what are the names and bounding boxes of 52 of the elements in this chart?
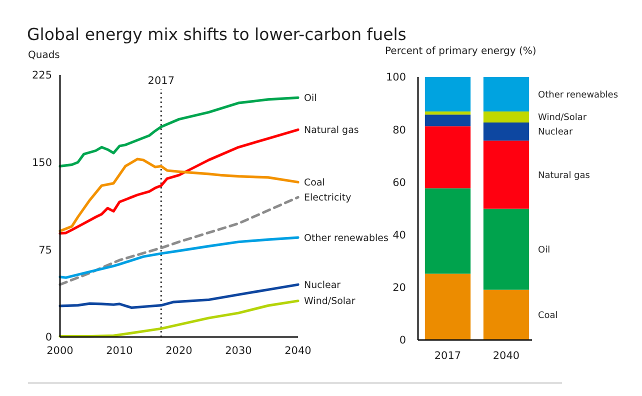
y-tick-label: 20 [392,282,406,294]
y-tick-label: 0 [45,332,52,344]
bar [483,140,530,209]
series-label: Other renewables [304,232,389,244]
y-tick-label: 0 [399,334,406,347]
bar [483,77,530,112]
x-tick-label: 2040 [284,345,312,357]
bar [483,111,530,122]
line-series [58,96,300,168]
y-tick-label: 80 [392,124,406,136]
series-label: Nuclear [538,128,573,138]
y-tick-label: 100 [386,72,406,84]
series-label: Coal [304,177,325,188]
y-axis-title: Percent of primary energy (%) [385,46,536,57]
y-tick-label: 150 [32,157,52,170]
line-series [58,236,300,279]
bar [424,188,471,274]
bar [424,77,471,112]
bar [483,208,530,290]
x-tick-label: 2010 [106,345,133,357]
series-label: Oil [538,245,550,256]
line-series [58,158,300,232]
line-series [58,196,300,286]
series-label: Nuclear [304,280,341,291]
bar [483,122,530,141]
x-tick-label: 2030 [225,345,252,357]
series-label: Coal [538,311,558,322]
chart-title: Global energy mix shifts to lower-carbon fuels [27,25,406,44]
bar [424,111,471,115]
series-label: Wind/Solar [538,113,587,124]
ref-line-label: 2017 [148,75,175,87]
x-tick-label: 2040 [492,350,520,362]
series-label: Oil [304,93,317,104]
y-tick-label: 40 [392,229,406,242]
x-tick-label: 2017 [434,350,462,362]
series-label: Natural gas [538,170,590,181]
bar [424,274,471,340]
bar [424,126,471,188]
bar [424,114,471,126]
series-label: Other renewables [538,90,618,100]
y-axis-title: Quads [28,50,60,61]
line-series [58,283,300,309]
y-tick-label: 75 [38,244,52,256]
x-tick-label: 2000 [46,345,74,357]
series-label: Wind/Solar [304,296,356,308]
line-series [58,128,300,235]
x-tick-label: 2020 [166,345,192,357]
y-tick-label: 225 [32,70,52,82]
bar [483,290,530,340]
series-label: Natural gas [304,125,359,136]
series-label: Electricity [304,192,352,204]
y-tick-label: 60 [392,176,406,189]
